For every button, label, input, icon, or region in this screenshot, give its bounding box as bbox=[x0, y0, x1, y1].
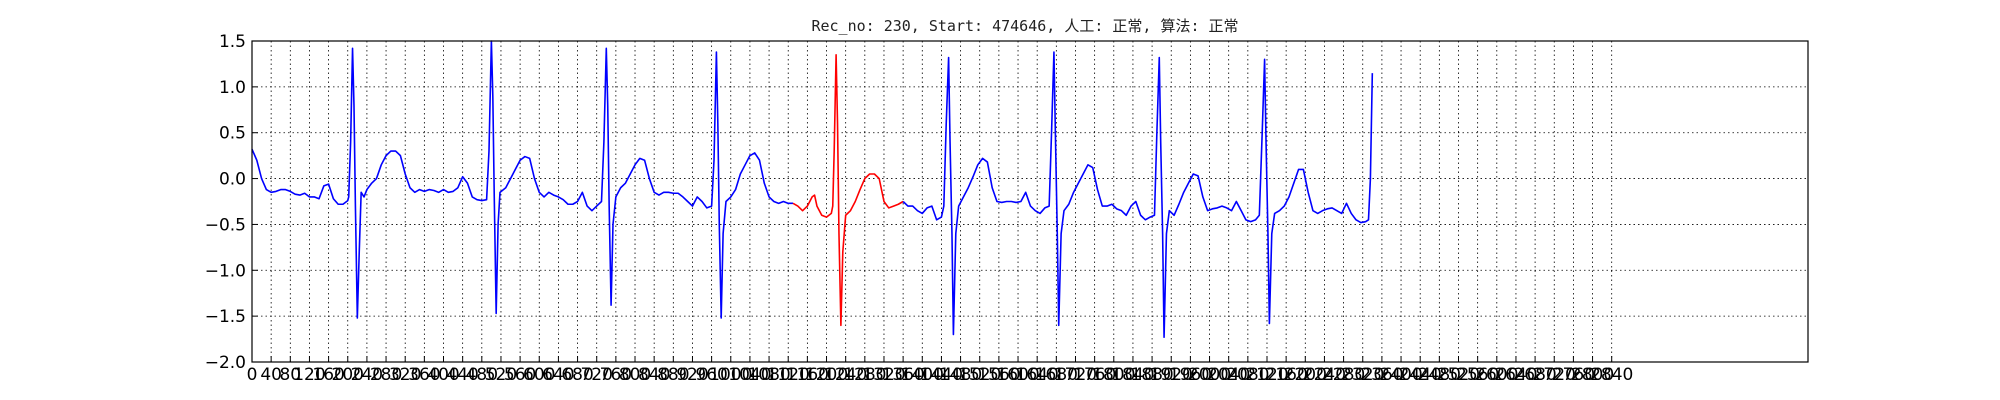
x-tick-label: 2720 bbox=[1533, 365, 1576, 385]
x-tick-label: 1800 bbox=[1092, 365, 1135, 385]
x-tick-label: 2160 bbox=[1265, 365, 1308, 385]
x-tick-label: 640 bbox=[542, 365, 574, 385]
x-tick-label: 1120 bbox=[767, 365, 810, 385]
x-tick-label: 880 bbox=[657, 365, 689, 385]
x-tick-label: 2000 bbox=[1188, 365, 1231, 385]
x-tick-label: 1360 bbox=[881, 365, 924, 385]
x-tick-label: 320 bbox=[389, 365, 421, 385]
x-tick-label: 1520 bbox=[958, 365, 1001, 385]
x-tick-label: 2280 bbox=[1322, 365, 1365, 385]
ecg-series-line-3 bbox=[902, 51, 1374, 339]
x-tick-label: 2680 bbox=[1513, 365, 1556, 385]
x-tick-label: 0 bbox=[247, 365, 258, 385]
x-tick-label: 1280 bbox=[843, 365, 886, 385]
x-tick-label: 160 bbox=[312, 365, 344, 385]
x-tick-label: 1080 bbox=[747, 365, 790, 385]
x-tick-label: 1840 bbox=[1111, 365, 1154, 385]
x-tick-label: 2240 bbox=[1303, 365, 1346, 385]
y-tick-label: 1.5 bbox=[219, 32, 246, 52]
x-tick-label: 760 bbox=[600, 365, 632, 385]
x-tick-label: 1400 bbox=[901, 365, 944, 385]
grid-lines bbox=[251, 40, 1808, 363]
x-tick-label: 2040 bbox=[1207, 365, 1250, 385]
ecg-series-line-2 bbox=[792, 53, 904, 327]
x-tick-label: 1600 bbox=[996, 365, 1039, 385]
x-tick-label: 400 bbox=[427, 365, 459, 385]
x-tick-label: 800 bbox=[619, 365, 651, 385]
x-tick-label: 480 bbox=[466, 365, 498, 385]
x-tick-label: 200 bbox=[332, 365, 364, 385]
x-tick-label: 2360 bbox=[1360, 365, 1403, 385]
x-tick-label: 2400 bbox=[1379, 365, 1422, 385]
chart-title: Rec_no: 230, Start: 474646, 人工: 正常, 算法: … bbox=[811, 17, 1238, 35]
x-tick-label: 1960 bbox=[1169, 365, 1212, 385]
x-tick-label: 1040 bbox=[728, 365, 771, 385]
y-tick-label: 0.0 bbox=[219, 170, 246, 190]
x-tick-label: 960 bbox=[695, 365, 727, 385]
x-tick-label: 1200 bbox=[805, 365, 848, 385]
y-tick-label: −1.0 bbox=[205, 261, 246, 281]
x-tick-label: 240 bbox=[351, 365, 383, 385]
x-tick-label: 560 bbox=[504, 365, 536, 385]
x-tick-label: 360 bbox=[408, 365, 440, 385]
x-tick-label: 2520 bbox=[1437, 365, 1480, 385]
x-tick-label: 2480 bbox=[1418, 365, 1461, 385]
x-tick-label: 1160 bbox=[786, 365, 829, 385]
x-tick-label: 2200 bbox=[1284, 365, 1327, 385]
y-tick-label: 0.5 bbox=[219, 124, 246, 144]
x-tick-label: 440 bbox=[446, 365, 478, 385]
y-tick-label: −1.5 bbox=[205, 307, 246, 327]
x-tick-label: 680 bbox=[561, 365, 593, 385]
x-tick-label: 1680 bbox=[1035, 365, 1078, 385]
x-tick-label: 2080 bbox=[1226, 365, 1269, 385]
x-tick-label: 1920 bbox=[1150, 365, 1193, 385]
x-tick-label: 1480 bbox=[939, 365, 982, 385]
x-tick-label: 1560 bbox=[977, 365, 1020, 385]
x-tick-label: 720 bbox=[580, 365, 612, 385]
x-tick-label: 1000 bbox=[709, 365, 752, 385]
x-tick-label: 1880 bbox=[1130, 365, 1173, 385]
x-tick-label: 2320 bbox=[1341, 365, 1384, 385]
x-tick-label: 1720 bbox=[1054, 365, 1097, 385]
x-axis-ticks: 0 408012016020024028032036040044048052056… bbox=[247, 356, 1633, 385]
y-tick-label: 1.0 bbox=[219, 78, 246, 98]
x-tick-label: 2840 bbox=[1590, 365, 1633, 385]
x-tick-label: 520 bbox=[485, 365, 517, 385]
x-tick-label: 920 bbox=[676, 365, 708, 385]
x-tick-label: 280 bbox=[370, 365, 402, 385]
plot-area-frame bbox=[251, 40, 1809, 363]
x-tick-label: 1640 bbox=[1016, 365, 1059, 385]
y-tick-label: −2.0 bbox=[205, 353, 246, 373]
x-tick-label: 2440 bbox=[1399, 365, 1442, 385]
x-tick-label: 1760 bbox=[1073, 365, 1116, 385]
x-tick-label: 1440 bbox=[920, 365, 963, 385]
x-tick-label: 1320 bbox=[862, 365, 905, 385]
x-tick-label: 600 bbox=[523, 365, 555, 385]
x-tick-label: 40 bbox=[260, 365, 282, 385]
y-tick-label: −0.5 bbox=[205, 215, 246, 235]
x-tick-label: 2760 bbox=[1552, 365, 1595, 385]
x-tick-label: 840 bbox=[638, 365, 670, 385]
x-tick-label: 2600 bbox=[1475, 365, 1518, 385]
x-tick-label: 2560 bbox=[1456, 365, 1499, 385]
x-tick-label: 1240 bbox=[824, 365, 867, 385]
series-lines bbox=[251, 40, 1374, 339]
y-axis-ticks: 1.5 1.0 0.5 0.0 −0.5 −1.0 −1.5 −2.0 bbox=[205, 32, 258, 373]
ecg-series-line-1 bbox=[251, 40, 794, 319]
x-tick-label: 80 bbox=[279, 365, 301, 385]
x-tick-label: 120 bbox=[293, 365, 325, 385]
x-tick-label: 2800 bbox=[1571, 365, 1614, 385]
x-tick-label: 2120 bbox=[1245, 365, 1288, 385]
x-tick-label: 2640 bbox=[1494, 365, 1537, 385]
